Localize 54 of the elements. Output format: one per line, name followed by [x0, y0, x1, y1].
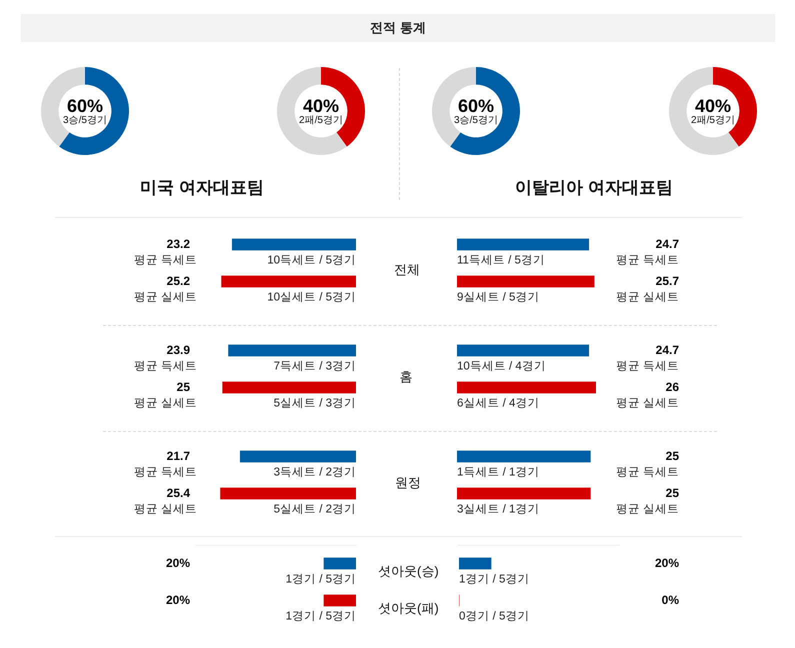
annotation: 10득세트 / 4경기	[457, 360, 546, 373]
data-label: 25.7	[656, 274, 680, 288]
data-label: 21.7	[166, 448, 190, 463]
annotation: 9실세트 / 5경기	[457, 292, 540, 304]
data-label: 60%	[458, 96, 494, 116]
data-label: 0%	[662, 592, 680, 607]
data-label: 25	[666, 448, 680, 463]
text: 2패/5경기	[691, 114, 735, 126]
data-label: 20%	[166, 556, 190, 570]
data-label: 24.7	[656, 236, 680, 251]
y-tick-label: 평균 실세트	[134, 292, 198, 304]
data-label: 60%	[66, 96, 104, 116]
text: 이탈리아 여자대표팀	[515, 178, 673, 198]
data-label: 26	[666, 380, 680, 394]
y-tick-label: 평균 실세트	[134, 504, 198, 516]
data-label: 25.2	[166, 274, 190, 288]
annotation: 11득세트 / 5경기	[457, 254, 545, 267]
data-label: 23.9	[166, 342, 190, 357]
annotation: 10득세트 / 5경기	[267, 254, 356, 267]
y-tick-label: 셧아웃(패)	[378, 600, 439, 616]
annotation: 1경기 / 5경기	[286, 574, 356, 586]
annotation: 6실세트 / 4경기	[457, 398, 540, 410]
annotation: 3실세트 / 1경기	[457, 504, 540, 516]
annotation: 5실세트 / 2경기	[274, 504, 356, 516]
data-label: 20%	[166, 592, 190, 607]
text: 미국 여자대표팀	[140, 178, 264, 198]
y-tick-label: 평균 득세트	[134, 360, 198, 373]
text: 3승/5경기	[454, 114, 498, 126]
y-tick-label: 셧아웃(승)	[378, 564, 439, 579]
data-label: 25.4	[166, 486, 190, 500]
annotation: 0경기 / 5경기	[459, 610, 530, 623]
text: 홈	[400, 369, 412, 385]
data-label: 40%	[302, 96, 340, 116]
annotation: 10실세트 / 5경기	[267, 292, 356, 304]
data-label: 25	[666, 486, 680, 500]
data-label: 24.7	[656, 342, 680, 357]
text: 2패/5경기	[299, 114, 343, 126]
annotation: 1경기 / 5경기	[286, 610, 356, 623]
annotation: 3득세트 / 2경기	[274, 466, 356, 479]
text: 원정	[395, 475, 421, 491]
y-tick-label: 평균 득세트	[134, 466, 198, 479]
text: 전적 통계	[370, 19, 426, 37]
y-tick-label: 평균 득세트	[134, 254, 198, 267]
text: 3승/5경기	[63, 114, 107, 126]
data-label: 23.2	[166, 236, 190, 251]
annotation: 5실세트 / 3경기	[274, 398, 356, 410]
text: 전체	[394, 262, 420, 278]
data-label: 20%	[654, 556, 680, 570]
annotation: 7득세트 / 3경기	[274, 360, 356, 373]
data-label: 40%	[694, 96, 732, 116]
annotation: 1경기 / 5경기	[459, 574, 530, 586]
annotation: 1득세트 / 1경기	[457, 466, 540, 479]
data-label: 25	[176, 380, 190, 394]
y-tick-label: 평균 실세트	[134, 398, 198, 410]
